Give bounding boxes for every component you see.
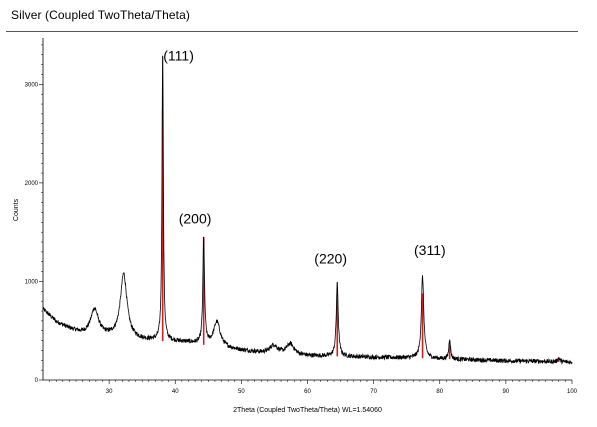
x-axis-title: 2Theta (Coupled TwoTheta/Theta) WL=1.540…: [233, 407, 382, 414]
x-tick-label: 70: [370, 389, 377, 395]
x-tick-label: 90: [503, 389, 510, 395]
diffraction-trace: [42, 55, 573, 366]
peak-label: (111): [163, 48, 194, 64]
x-tick-label: 100: [567, 389, 578, 395]
x-tick-label: 30: [106, 389, 113, 395]
peak-label: (200): [179, 210, 212, 226]
chart-title: Silver (Coupled TwoTheta/Theta): [11, 8, 190, 22]
peak-label: (311): [414, 242, 446, 258]
x-tick-label: 60: [304, 389, 311, 395]
peak-labels: (111) (200) (220) (311): [163, 48, 445, 267]
y-tick-label: 2000: [25, 181, 39, 187]
y-tick-label: 1000: [25, 279, 39, 285]
y-tick-label: 0: [35, 378, 39, 384]
y-axis-title: Counts: [13, 198, 20, 221]
reference-lines: [161, 108, 560, 362]
x-tick-label: 80: [436, 389, 443, 395]
title-rule: [6, 31, 578, 32]
peak-label: (220): [314, 251, 347, 267]
x-tick-label: 40: [172, 389, 179, 395]
x-tick-label: 50: [238, 389, 245, 395]
y-tick-label: 3000: [25, 82, 39, 88]
